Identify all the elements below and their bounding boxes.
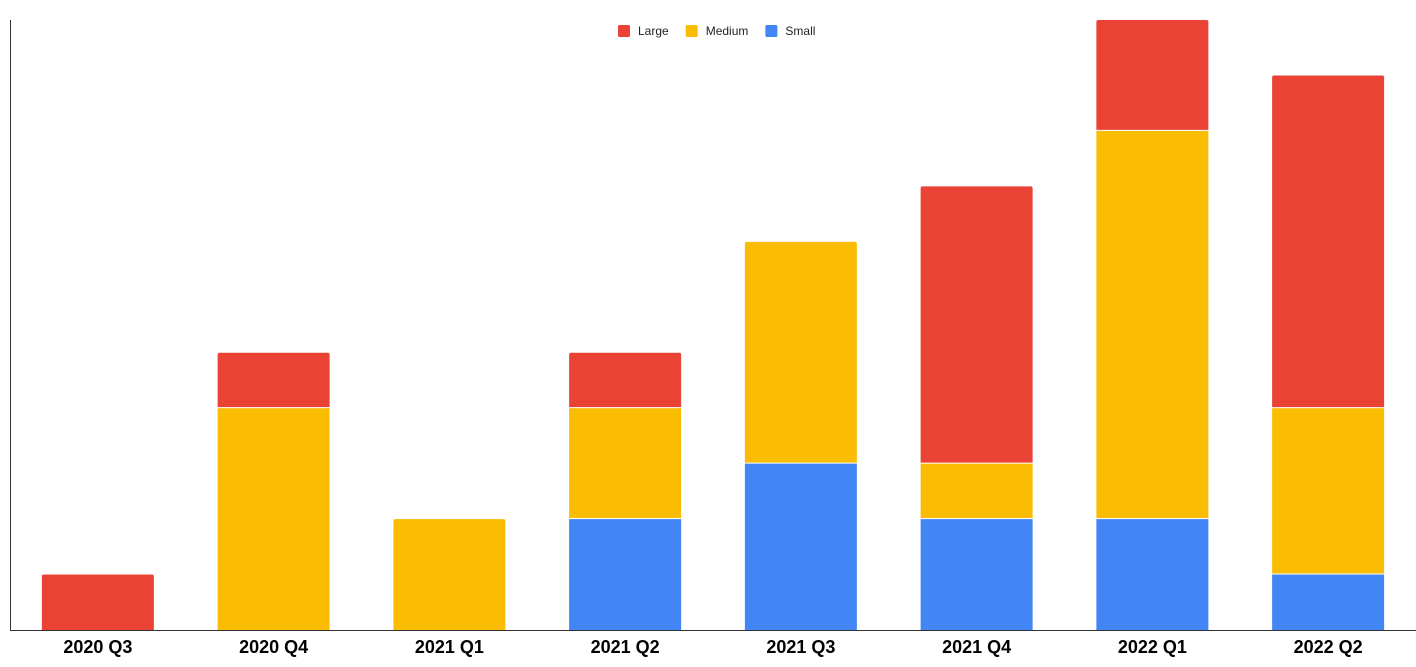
bar-large-0: [41, 574, 154, 630]
bar-medium-4: [744, 241, 857, 463]
legend-label-small: Small: [785, 24, 815, 38]
x-tick-label: 2022 Q1: [1118, 637, 1187, 657]
x-tick-label: 2020 Q3: [63, 637, 132, 657]
bar-large-6: [1096, 20, 1209, 130]
bar-medium-6: [1096, 130, 1209, 519]
x-tick-label: 2020 Q4: [239, 637, 308, 657]
bar-small-6: [1096, 519, 1209, 630]
bar-large-1: [217, 352, 330, 408]
x-tick-label: 2022 Q2: [1294, 637, 1363, 657]
legend-swatch-medium: [685, 25, 698, 37]
x-tick-label: 2021 Q4: [942, 637, 1011, 657]
x-tick-label: 2021 Q1: [415, 637, 484, 657]
bar-medium-5: [920, 463, 1033, 519]
bar-large-5: [920, 186, 1033, 463]
legend-swatch-small: [765, 25, 778, 37]
legend-label-large: Large: [638, 24, 669, 38]
bar-medium-7: [1272, 408, 1385, 574]
legend-label-medium: Medium: [706, 24, 749, 38]
x-tick-label: 2021 Q2: [591, 637, 660, 657]
legend-swatch-large: [618, 25, 630, 37]
bar-small-3: [569, 519, 682, 630]
bar-small-4: [744, 463, 857, 630]
bar-large-3: [569, 352, 682, 408]
bar-small-7: [1272, 574, 1385, 630]
bar-small-5: [920, 519, 1033, 630]
bar-medium-3: [569, 408, 682, 519]
bar-medium-1: [217, 408, 330, 630]
bar-medium-2: [393, 519, 506, 630]
bars-group: [41, 20, 1385, 630]
x-tick-labels: 2020 Q3 2020 Q4 2021 Q1 2021 Q2 2021 Q3 2021 …: [63, 637, 1362, 657]
bar-large-7: [1272, 75, 1385, 408]
x-tick-label: 2021 Q3: [766, 637, 835, 657]
legend: Large Medium Small: [618, 24, 815, 38]
